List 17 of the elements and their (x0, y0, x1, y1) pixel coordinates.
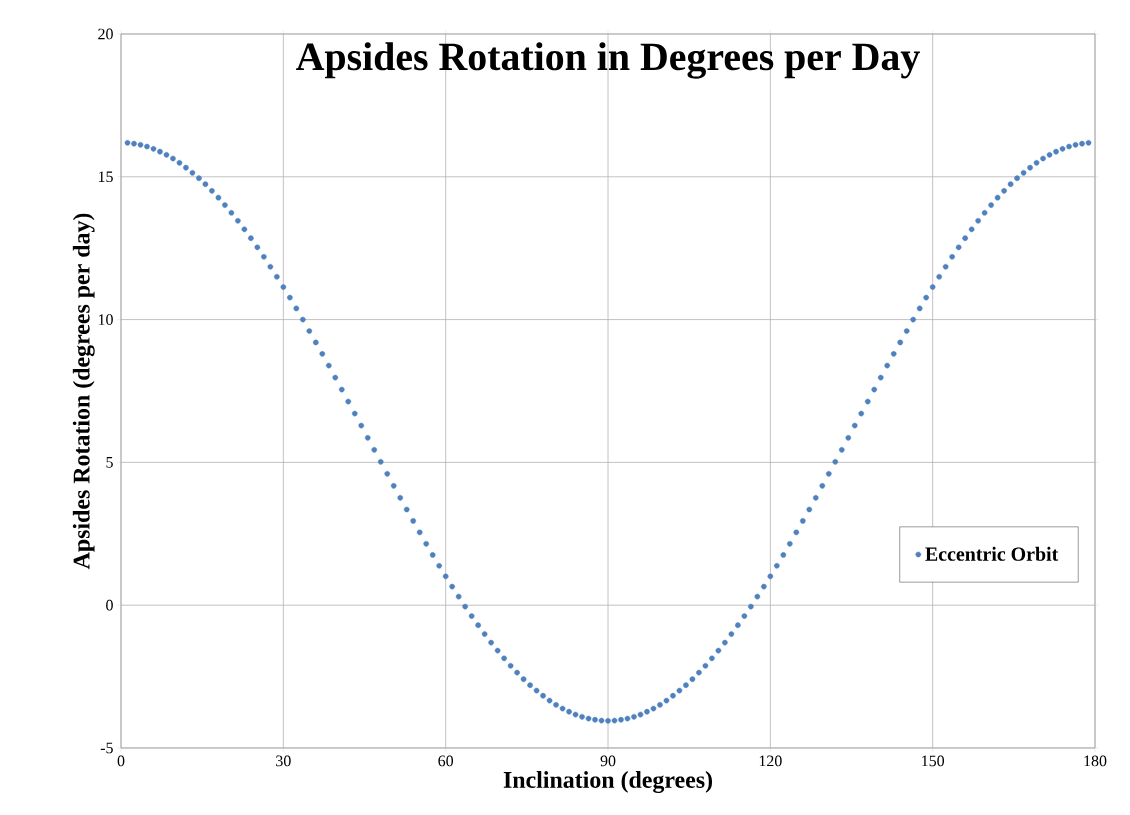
x-axis-title: Inclination (degrees) (503, 771, 713, 793)
x-tick-label: 180 (1084, 755, 1107, 767)
y-tick-label: 5 (106, 457, 113, 468)
y-tick-label: 10 (98, 314, 113, 325)
y-tick-label: 0 (106, 599, 113, 611)
y-axis-title: Apsides Rotation (degrees per day) (72, 213, 95, 570)
x-tick-label: 150 (922, 755, 945, 767)
chart-title: Apsides Rotation in Degrees per Day (296, 42, 920, 79)
x-tick-label: 60 (438, 755, 454, 767)
legend-label: Eccentric Orbit (925, 546, 1059, 561)
x-tick-label: 30 (276, 755, 291, 767)
y-tick-label: 15 (98, 171, 113, 183)
y-tick-label: -5 (100, 742, 113, 754)
x-tick-label: 0 (117, 755, 125, 767)
x-tick-label: 120 (759, 755, 782, 767)
y-tick-label: 20 (98, 28, 113, 40)
x-tick-label: 90 (600, 755, 616, 767)
